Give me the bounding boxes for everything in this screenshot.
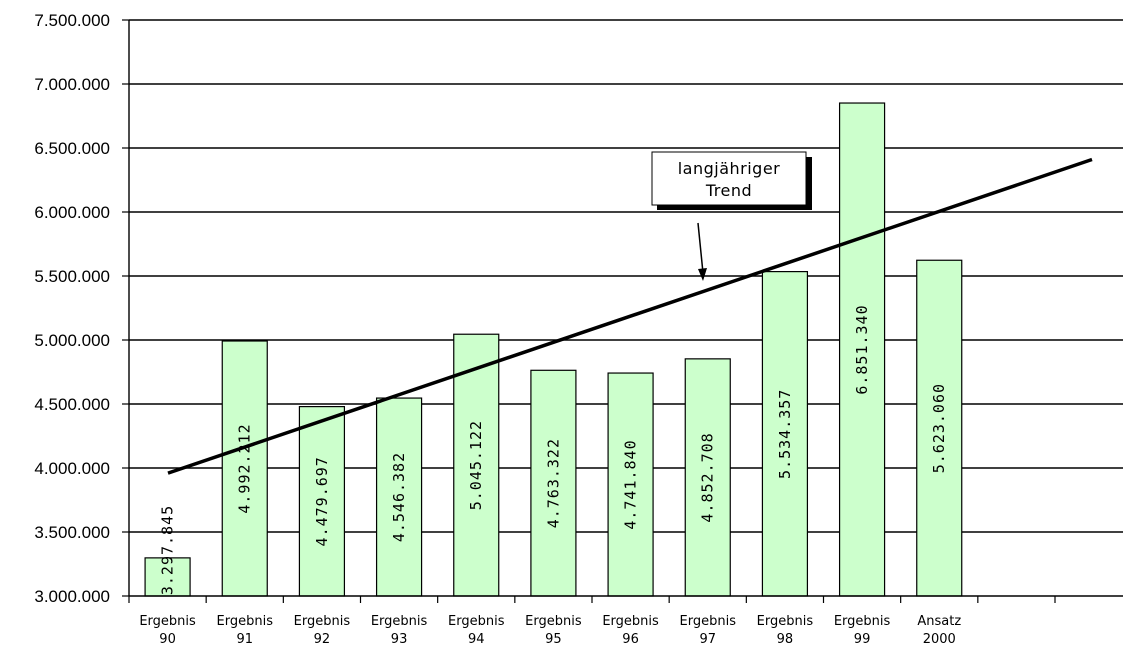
bar-value-label: 4.852.708	[699, 432, 717, 522]
axes	[122, 19, 1123, 603]
y-tick-label: 6.500.000	[34, 139, 110, 158]
x-tick-label: 90	[159, 632, 176, 647]
x-tick-label: Ergebnis	[757, 614, 814, 629]
y-tick-label: 6.000.000	[34, 203, 110, 222]
x-tick-label: 97	[699, 632, 716, 647]
y-tick-label: 7.500.000	[34, 11, 110, 30]
bar-value-labels: 3.297.845 4.992.212 4.479.697 4.546.382 5.04…	[159, 304, 949, 595]
bar-value-label: 3.297.845	[159, 505, 177, 595]
x-tick-label: 2000	[923, 632, 956, 647]
x-tick-label: 99	[854, 632, 871, 647]
bar-value-label: 6.851.340	[853, 304, 871, 394]
x-tick-label: 92	[314, 632, 331, 647]
x-tick-label: Ergebnis	[525, 614, 582, 629]
y-tick-label: 3.000.000	[34, 587, 110, 606]
x-tick-label: Ergebnis	[294, 614, 351, 629]
x-tick-label: 94	[468, 632, 485, 647]
trend-line	[167, 157, 1093, 475]
bar-value-label: 4.992.212	[236, 423, 254, 513]
y-tick-label: 5.000.000	[34, 331, 110, 350]
x-tick-label: 96	[622, 632, 639, 647]
x-tick-label: Ergebnis	[448, 614, 505, 629]
bar	[838, 102, 886, 597]
bar	[761, 271, 809, 597]
bar-value-label: 4.546.382	[390, 452, 408, 542]
bar-value-label: 5.534.357	[776, 389, 794, 479]
bar	[607, 372, 654, 597]
annotation-box	[651, 151, 807, 206]
gridlines	[129, 19, 1123, 533]
x-tick-label: 91	[236, 632, 253, 647]
trend-annotation: langjähriger Trend	[651, 151, 812, 281]
annotation-arrow-head	[698, 268, 707, 281]
bar	[530, 369, 577, 597]
bar-value-label: 4.479.697	[313, 456, 331, 546]
annotation-line-2: Trend	[705, 181, 752, 200]
annotation-line-1: langjähriger	[678, 159, 781, 178]
y-tick-label: 4.000.000	[34, 459, 110, 478]
bar-value-label: 5.623.060	[930, 383, 948, 473]
x-tick-label: Ergebnis	[680, 614, 737, 629]
x-tick-label: 98	[777, 632, 794, 647]
trend-line-path	[167, 157, 1093, 475]
bars	[144, 102, 963, 597]
x-tick-label: 95	[545, 632, 562, 647]
x-tick-label: Ergebnis	[217, 614, 274, 629]
y-tick-label: 5.500.000	[34, 267, 110, 286]
y-axis-tick-labels: 3.000.000 3.500.000 4.000.000 4.500.000 5.00…	[34, 11, 110, 606]
bar-value-label: 4.741.840	[622, 439, 640, 529]
x-tick-label: Ergebnis	[371, 614, 428, 629]
y-tick-label: 7.000.000	[34, 75, 110, 94]
bar-value-label: 4.763.322	[544, 438, 562, 528]
x-axis-tick-labels: Ergebnis 90 Ergebnis 91 Ergebnis 92 Ergebnis 93…	[139, 614, 961, 647]
x-tick-label: Ergebnis	[602, 614, 659, 629]
bar	[144, 557, 191, 597]
bar	[684, 358, 731, 597]
x-tick-label: Ansatz	[917, 614, 961, 629]
annotation-arrow-shaft	[697, 222, 704, 274]
bar	[916, 259, 963, 597]
x-tick-label: Ergebnis	[834, 614, 891, 629]
x-tick-label: Ergebnis	[139, 614, 196, 629]
bar-value-label: 5.045.122	[467, 420, 485, 510]
y-tick-label: 3.500.000	[34, 523, 110, 542]
y-tick-label: 4.500.000	[34, 395, 110, 414]
x-tick-label: 93	[391, 632, 408, 647]
